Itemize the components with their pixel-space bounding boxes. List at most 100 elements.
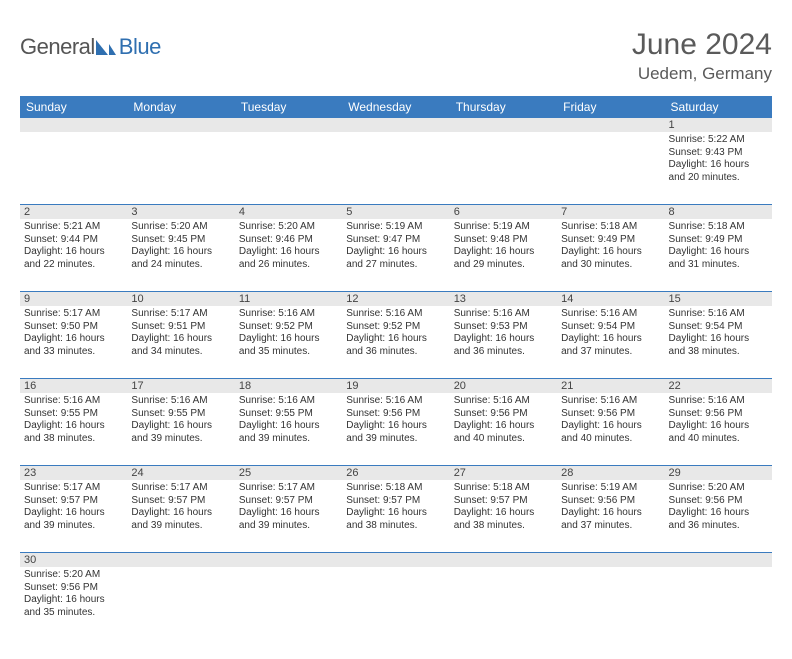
calendar-cell: Sunrise: 5:17 AMSunset: 9:57 PMDaylight:… [127,480,234,552]
sunrise-text: Sunrise: 5:16 AM [561,308,660,321]
sunset-text: Sunset: 9:53 PM [454,321,553,334]
daylight-text: Daylight: 16 hours and 39 minutes. [131,507,230,532]
calendar-cell: Sunrise: 5:17 AMSunset: 9:57 PMDaylight:… [235,480,342,552]
calendar-cell [127,567,234,639]
sunrise-text: Sunrise: 5:22 AM [669,134,768,147]
sunrise-text: Sunrise: 5:20 AM [24,569,123,582]
calendar-cell: Sunrise: 5:19 AMSunset: 9:56 PMDaylight:… [557,480,664,552]
sunset-text: Sunset: 9:55 PM [131,408,230,421]
day-number: 7 [557,205,664,219]
sunrise-text: Sunrise: 5:17 AM [239,482,338,495]
sunset-text: Sunset: 9:57 PM [239,495,338,508]
calendar-cell [235,132,342,204]
daylight-text: Daylight: 16 hours and 36 minutes. [669,507,768,532]
sunrise-text: Sunrise: 5:16 AM [669,308,768,321]
calendar-cell: Sunrise: 5:22 AMSunset: 9:43 PMDaylight:… [665,132,772,204]
day-number [127,118,234,132]
day-number [665,553,772,567]
day-header: Monday [127,96,234,118]
day-number: 22 [665,379,772,393]
day-number: 28 [557,466,664,480]
daylight-text: Daylight: 16 hours and 22 minutes. [24,246,123,271]
logo-text-blue: Blue [119,34,161,60]
calendar-cell: Sunrise: 5:21 AMSunset: 9:44 PMDaylight:… [20,219,127,291]
daylight-text: Daylight: 16 hours and 20 minutes. [669,159,768,184]
sunrise-text: Sunrise: 5:18 AM [669,221,768,234]
sunset-text: Sunset: 9:46 PM [239,234,338,247]
day-number: 24 [127,466,234,480]
calendar-cell: Sunrise: 5:18 AMSunset: 9:57 PMDaylight:… [450,480,557,552]
day-number [20,118,127,132]
daylight-text: Daylight: 16 hours and 33 minutes. [24,333,123,358]
sunset-text: Sunset: 9:57 PM [454,495,553,508]
calendar-cell: Sunrise: 5:19 AMSunset: 9:48 PMDaylight:… [450,219,557,291]
sunset-text: Sunset: 9:56 PM [346,408,445,421]
day-number: 27 [450,466,557,480]
day-number: 17 [127,379,234,393]
calendar-cell: Sunrise: 5:20 AMSunset: 9:46 PMDaylight:… [235,219,342,291]
day-number: 16 [20,379,127,393]
sunset-text: Sunset: 9:56 PM [454,408,553,421]
sunrise-text: Sunrise: 5:17 AM [131,308,230,321]
daylight-text: Daylight: 16 hours and 39 minutes. [24,507,123,532]
sunrise-text: Sunrise: 5:16 AM [346,308,445,321]
day-number [557,553,664,567]
month-title: June 2024 [632,28,772,62]
sunset-text: Sunset: 9:49 PM [561,234,660,247]
calendar-cell: Sunrise: 5:17 AMSunset: 9:57 PMDaylight:… [20,480,127,552]
sunrise-text: Sunrise: 5:21 AM [24,221,123,234]
day-number: 1 [665,118,772,132]
day-header: Sunday [20,96,127,118]
daylight-text: Daylight: 16 hours and 31 minutes. [669,246,768,271]
day-headers-row: SundayMondayTuesdayWednesdayThursdayFrid… [20,96,772,118]
day-header: Friday [557,96,664,118]
calendar-cell [20,132,127,204]
sunrise-text: Sunrise: 5:16 AM [669,395,768,408]
sunrise-text: Sunrise: 5:16 AM [131,395,230,408]
daylight-text: Daylight: 16 hours and 39 minutes. [346,420,445,445]
day-number: 15 [665,292,772,306]
calendar-cell: Sunrise: 5:18 AMSunset: 9:57 PMDaylight:… [342,480,449,552]
calendar-cell [557,132,664,204]
day-number: 6 [450,205,557,219]
daylight-text: Daylight: 16 hours and 39 minutes. [239,420,338,445]
day-number: 19 [342,379,449,393]
calendar-cell [235,567,342,639]
day-number: 10 [127,292,234,306]
calendar-cell: Sunrise: 5:16 AMSunset: 9:55 PMDaylight:… [235,393,342,465]
header: General Blue June 2024 Uedem, Germany [20,28,772,84]
day-number [127,553,234,567]
sunset-text: Sunset: 9:56 PM [561,495,660,508]
day-number: 29 [665,466,772,480]
sunset-text: Sunset: 9:52 PM [239,321,338,334]
day-number: 13 [450,292,557,306]
calendar-cell: Sunrise: 5:16 AMSunset: 9:52 PMDaylight:… [342,306,449,378]
sunset-text: Sunset: 9:55 PM [24,408,123,421]
sunrise-text: Sunrise: 5:16 AM [346,395,445,408]
sunset-text: Sunset: 9:56 PM [24,582,123,595]
sunset-text: Sunset: 9:57 PM [131,495,230,508]
daylight-text: Daylight: 16 hours and 39 minutes. [131,420,230,445]
calendar-cell: Sunrise: 5:18 AMSunset: 9:49 PMDaylight:… [665,219,772,291]
sunrise-text: Sunrise: 5:17 AM [24,308,123,321]
daylight-text: Daylight: 16 hours and 37 minutes. [561,507,660,532]
sunset-text: Sunset: 9:56 PM [669,495,768,508]
daylight-text: Daylight: 16 hours and 35 minutes. [24,594,123,619]
sunrise-text: Sunrise: 5:19 AM [454,221,553,234]
sunset-text: Sunset: 9:51 PM [131,321,230,334]
sunset-text: Sunset: 9:50 PM [24,321,123,334]
daylight-text: Daylight: 16 hours and 38 minutes. [669,333,768,358]
day-number [450,553,557,567]
daylight-text: Daylight: 16 hours and 40 minutes. [669,420,768,445]
sunset-text: Sunset: 9:44 PM [24,234,123,247]
calendar-cell: Sunrise: 5:16 AMSunset: 9:56 PMDaylight:… [342,393,449,465]
calendar-cell: Sunrise: 5:16 AMSunset: 9:52 PMDaylight:… [235,306,342,378]
day-header: Saturday [665,96,772,118]
calendar-cell: Sunrise: 5:16 AMSunset: 9:54 PMDaylight:… [665,306,772,378]
daylight-text: Daylight: 16 hours and 36 minutes. [454,333,553,358]
daylight-text: Daylight: 16 hours and 37 minutes. [561,333,660,358]
calendar-cell [665,567,772,639]
calendar-cell: Sunrise: 5:20 AMSunset: 9:56 PMDaylight:… [20,567,127,639]
calendar-cell: Sunrise: 5:17 AMSunset: 9:50 PMDaylight:… [20,306,127,378]
sunset-text: Sunset: 9:56 PM [669,408,768,421]
